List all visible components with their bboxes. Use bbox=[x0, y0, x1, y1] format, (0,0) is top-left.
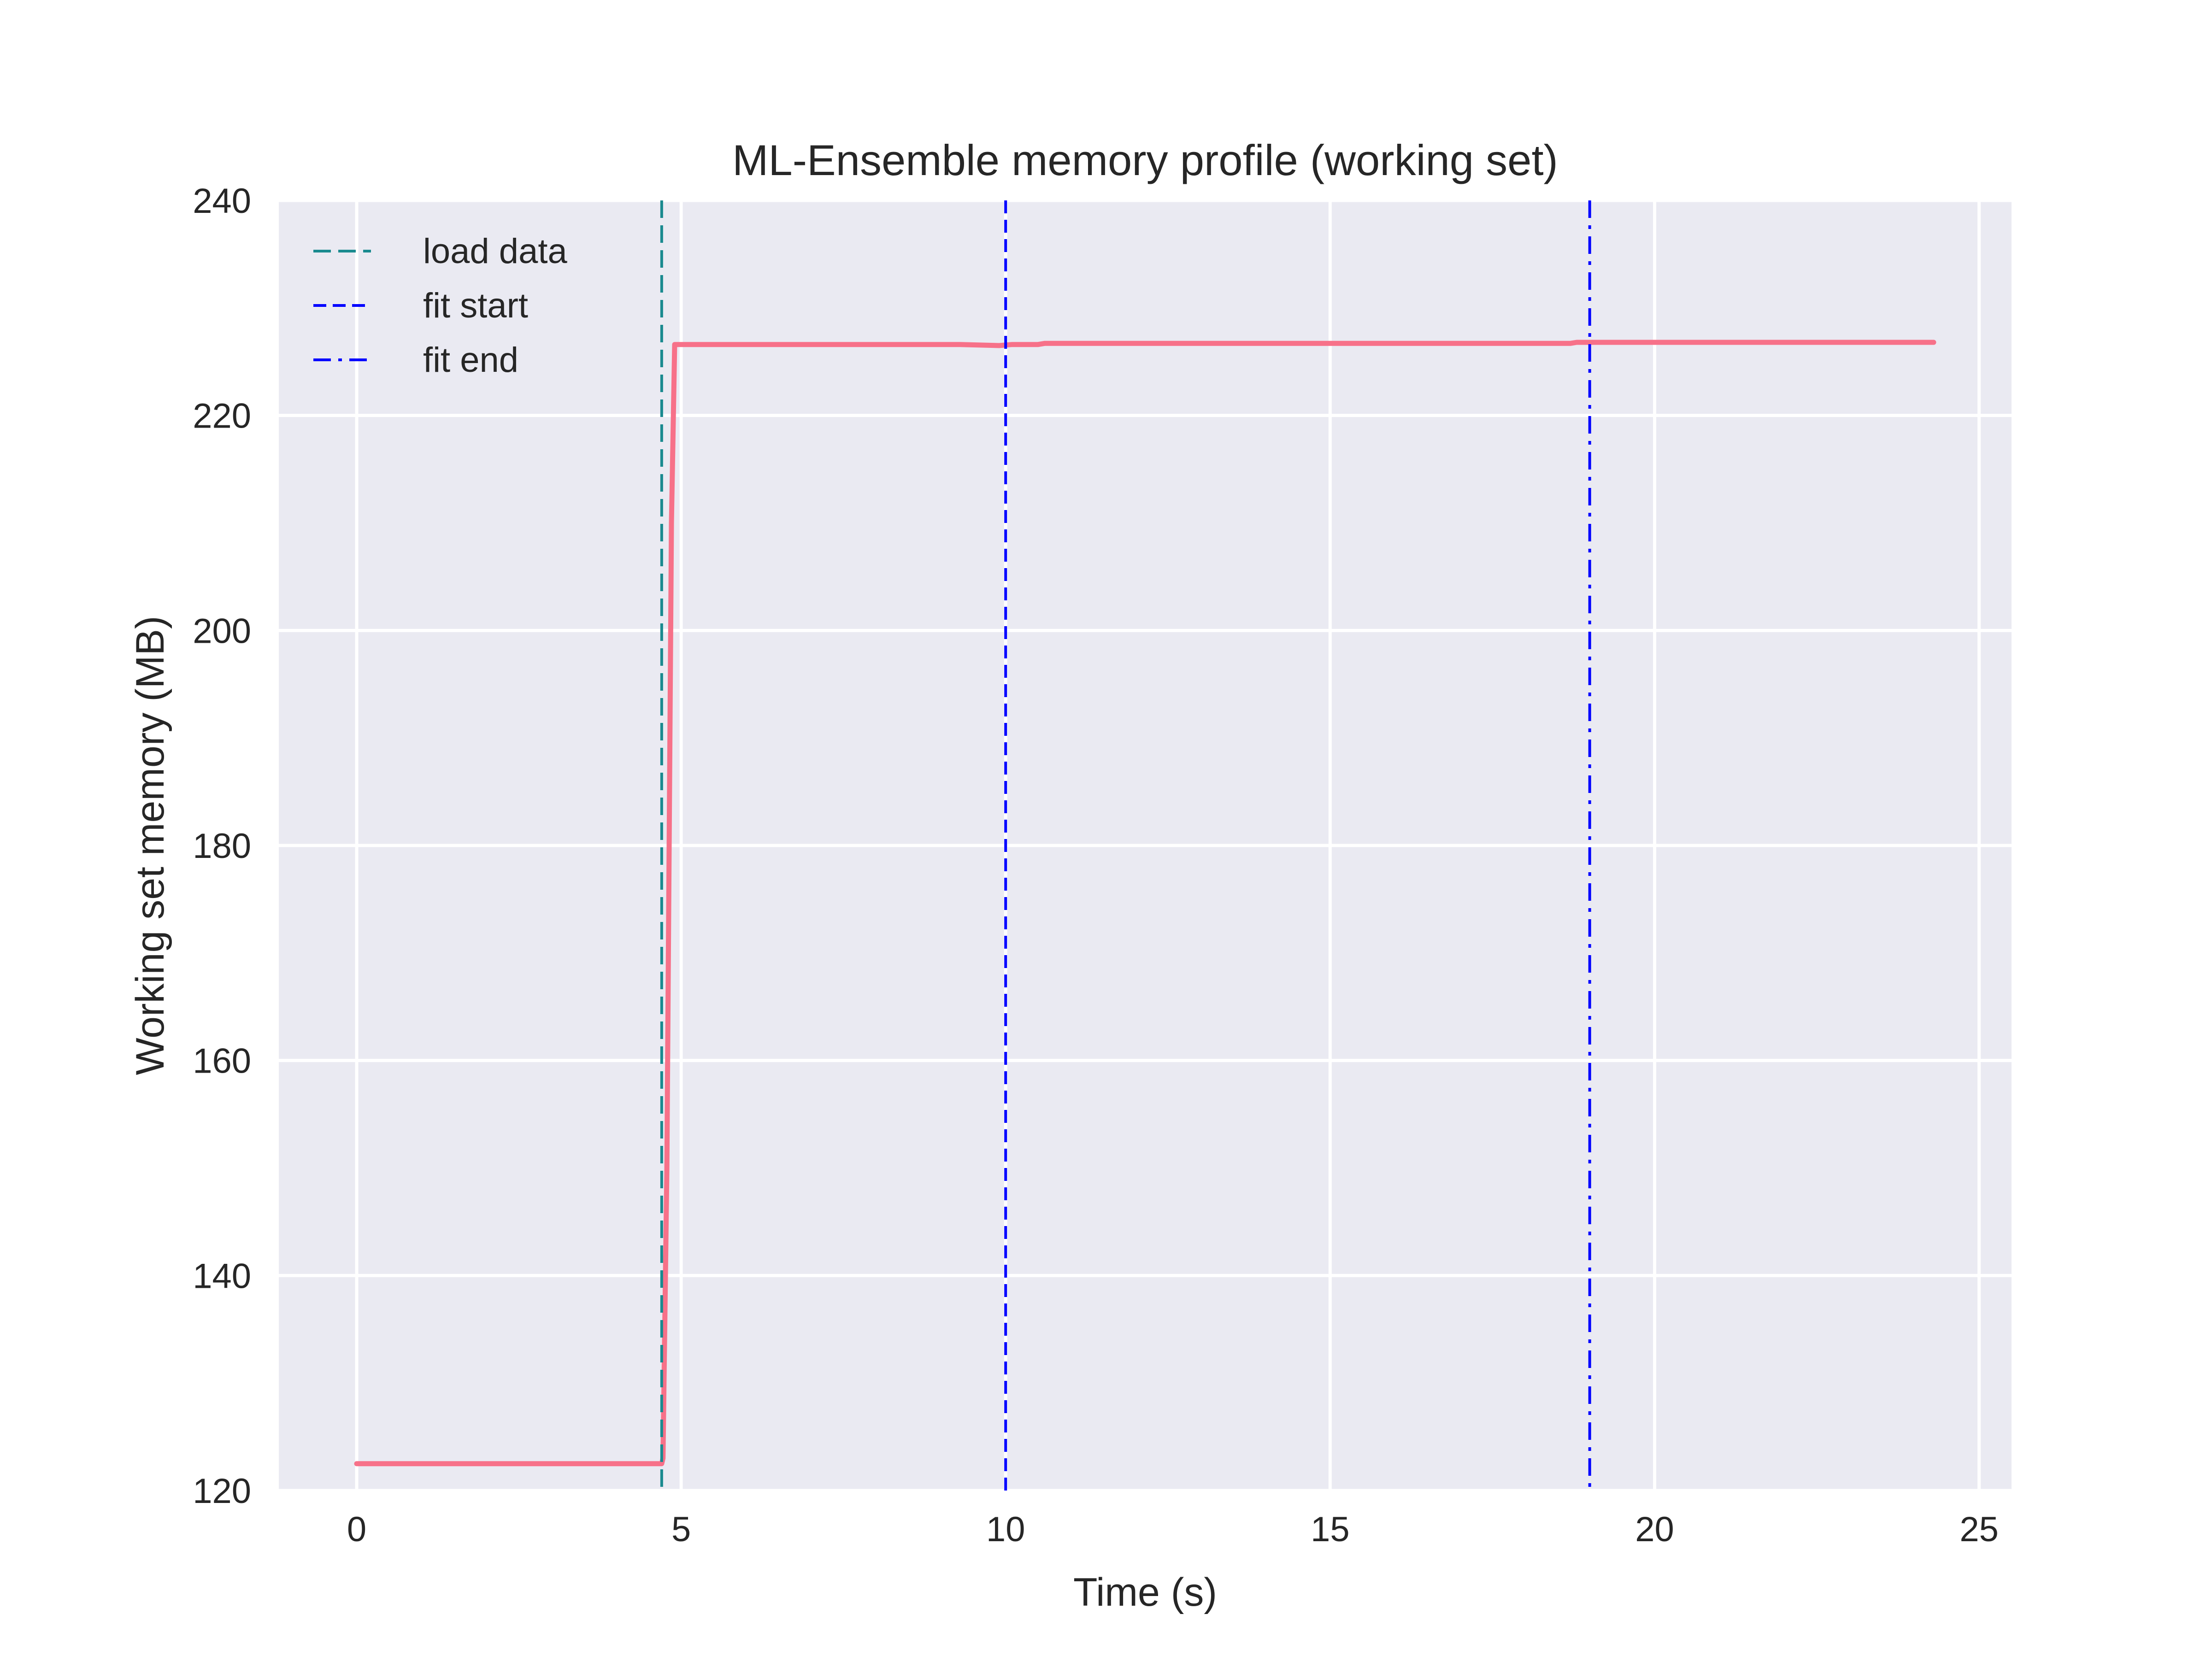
chart-title: ML-Ensemble memory profile (working set) bbox=[732, 136, 1558, 184]
y-tick-label: 120 bbox=[193, 1472, 251, 1511]
y-tick-label: 240 bbox=[193, 182, 251, 221]
x-tick-label: 15 bbox=[1311, 1510, 1350, 1549]
series-layer bbox=[354, 340, 1936, 1467]
x-axis-label: Time (s) bbox=[1073, 1570, 1217, 1614]
y-tick-label: 220 bbox=[193, 397, 251, 436]
legend-label: load data bbox=[423, 232, 567, 271]
tick-labels: 0 5 10 15 20 25 120 140 160 180 200 220 240 bbox=[193, 182, 1999, 1549]
x-tick-label: 20 bbox=[1635, 1510, 1674, 1549]
legend-label: fit end bbox=[423, 340, 518, 380]
legend: load data fit start fit end bbox=[313, 232, 567, 380]
y-tick-label: 160 bbox=[193, 1042, 251, 1081]
legend-label: fit start bbox=[423, 286, 528, 325]
y-tick-label: 140 bbox=[193, 1256, 251, 1296]
y-tick-label: 180 bbox=[193, 827, 251, 866]
series-line bbox=[354, 340, 1936, 1467]
x-tick-label: 5 bbox=[671, 1510, 691, 1549]
vlines-layer bbox=[660, 200, 1591, 1491]
x-tick-label: 10 bbox=[986, 1510, 1025, 1549]
y-axis-label: Working set memory (MB) bbox=[128, 616, 172, 1075]
x-tick-label: 25 bbox=[1959, 1510, 1999, 1549]
x-tick-label: 0 bbox=[347, 1510, 366, 1549]
y-tick-label: 200 bbox=[193, 611, 251, 651]
